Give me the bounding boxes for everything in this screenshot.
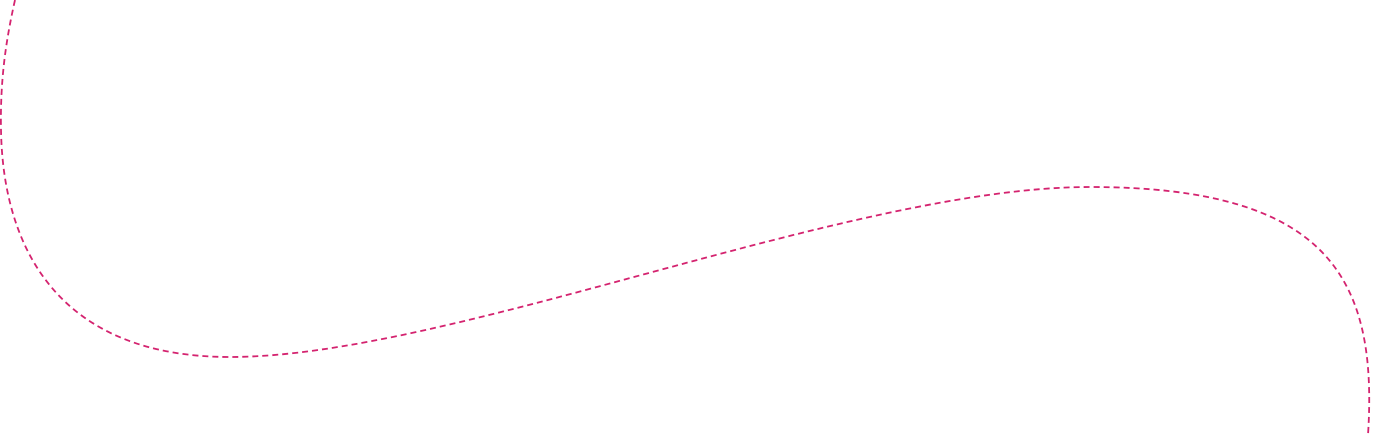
page: {} html, body { margin: 0; padding: 0; b… xyxy=(0,0,1371,435)
dashed-curve xyxy=(0,0,1371,435)
page-body: (() => { const data = JSON.parse(documen… xyxy=(0,0,1371,435)
canvas xyxy=(0,0,1371,435)
